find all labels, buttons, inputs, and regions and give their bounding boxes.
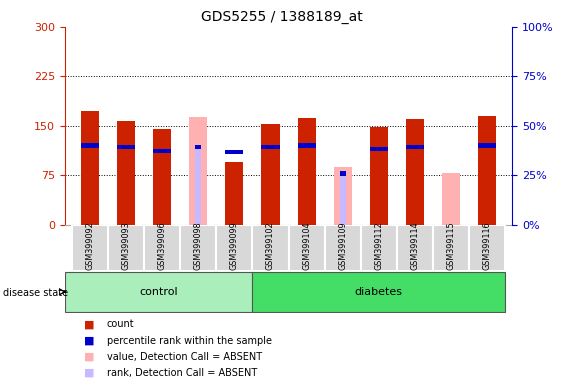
Bar — [370, 147, 388, 151]
Text: ■: ■ — [84, 319, 95, 329]
Bar — [339, 171, 346, 175]
Text: GSM399104: GSM399104 — [302, 221, 311, 270]
Text: GSM399093: GSM399093 — [122, 221, 131, 270]
Text: GSM399116: GSM399116 — [482, 221, 491, 270]
Bar — [406, 119, 424, 225]
Text: disease state: disease state — [3, 288, 68, 298]
Bar — [153, 149, 171, 153]
Bar — [81, 143, 99, 148]
Bar — [442, 173, 460, 225]
Text: GSM399098: GSM399098 — [194, 221, 203, 270]
Bar — [252, 271, 505, 312]
Text: control: control — [139, 287, 178, 297]
Bar — [298, 143, 316, 148]
Text: ■: ■ — [84, 336, 95, 346]
Bar — [180, 225, 216, 271]
Text: count: count — [107, 319, 135, 329]
Bar — [261, 144, 279, 149]
Bar — [81, 111, 99, 225]
Bar — [144, 225, 180, 271]
Bar — [216, 225, 252, 271]
Bar — [325, 225, 361, 271]
Text: GSM399114: GSM399114 — [410, 221, 419, 270]
Bar — [478, 116, 496, 225]
Text: percentile rank within the sample: percentile rank within the sample — [107, 336, 272, 346]
Text: GSM399092: GSM399092 — [86, 221, 95, 270]
Bar — [478, 143, 496, 148]
Text: rank, Detection Call = ABSENT: rank, Detection Call = ABSENT — [107, 368, 257, 378]
Bar — [225, 150, 243, 154]
Text: ■: ■ — [84, 368, 95, 378]
Bar — [339, 173, 346, 225]
Text: diabetes: diabetes — [355, 287, 403, 297]
Bar — [225, 162, 243, 225]
Bar — [370, 127, 388, 225]
Bar — [65, 271, 252, 312]
Text: GDS5255 / 1388189_at: GDS5255 / 1388189_at — [200, 10, 363, 23]
Bar — [117, 144, 135, 149]
Text: GSM399115: GSM399115 — [446, 221, 455, 270]
Bar — [252, 225, 289, 271]
Bar — [117, 121, 135, 225]
Text: GSM399099: GSM399099 — [230, 221, 239, 270]
Text: GSM399112: GSM399112 — [374, 221, 383, 270]
Bar — [433, 225, 469, 271]
Bar — [189, 117, 207, 225]
Bar — [195, 147, 202, 225]
Text: GSM399102: GSM399102 — [266, 221, 275, 270]
Bar — [298, 118, 316, 225]
Text: GSM399109: GSM399109 — [338, 221, 347, 270]
Bar — [108, 225, 144, 271]
Bar — [153, 129, 171, 225]
Bar — [469, 225, 505, 271]
Text: GSM399096: GSM399096 — [158, 221, 167, 270]
Bar — [334, 167, 352, 225]
Bar — [361, 225, 397, 271]
Bar — [261, 124, 279, 225]
Bar — [406, 144, 424, 149]
Bar — [72, 225, 108, 271]
Bar — [397, 225, 433, 271]
Text: ■: ■ — [84, 352, 95, 362]
Bar — [289, 225, 325, 271]
Bar — [195, 144, 202, 149]
Text: value, Detection Call = ABSENT: value, Detection Call = ABSENT — [107, 352, 262, 362]
